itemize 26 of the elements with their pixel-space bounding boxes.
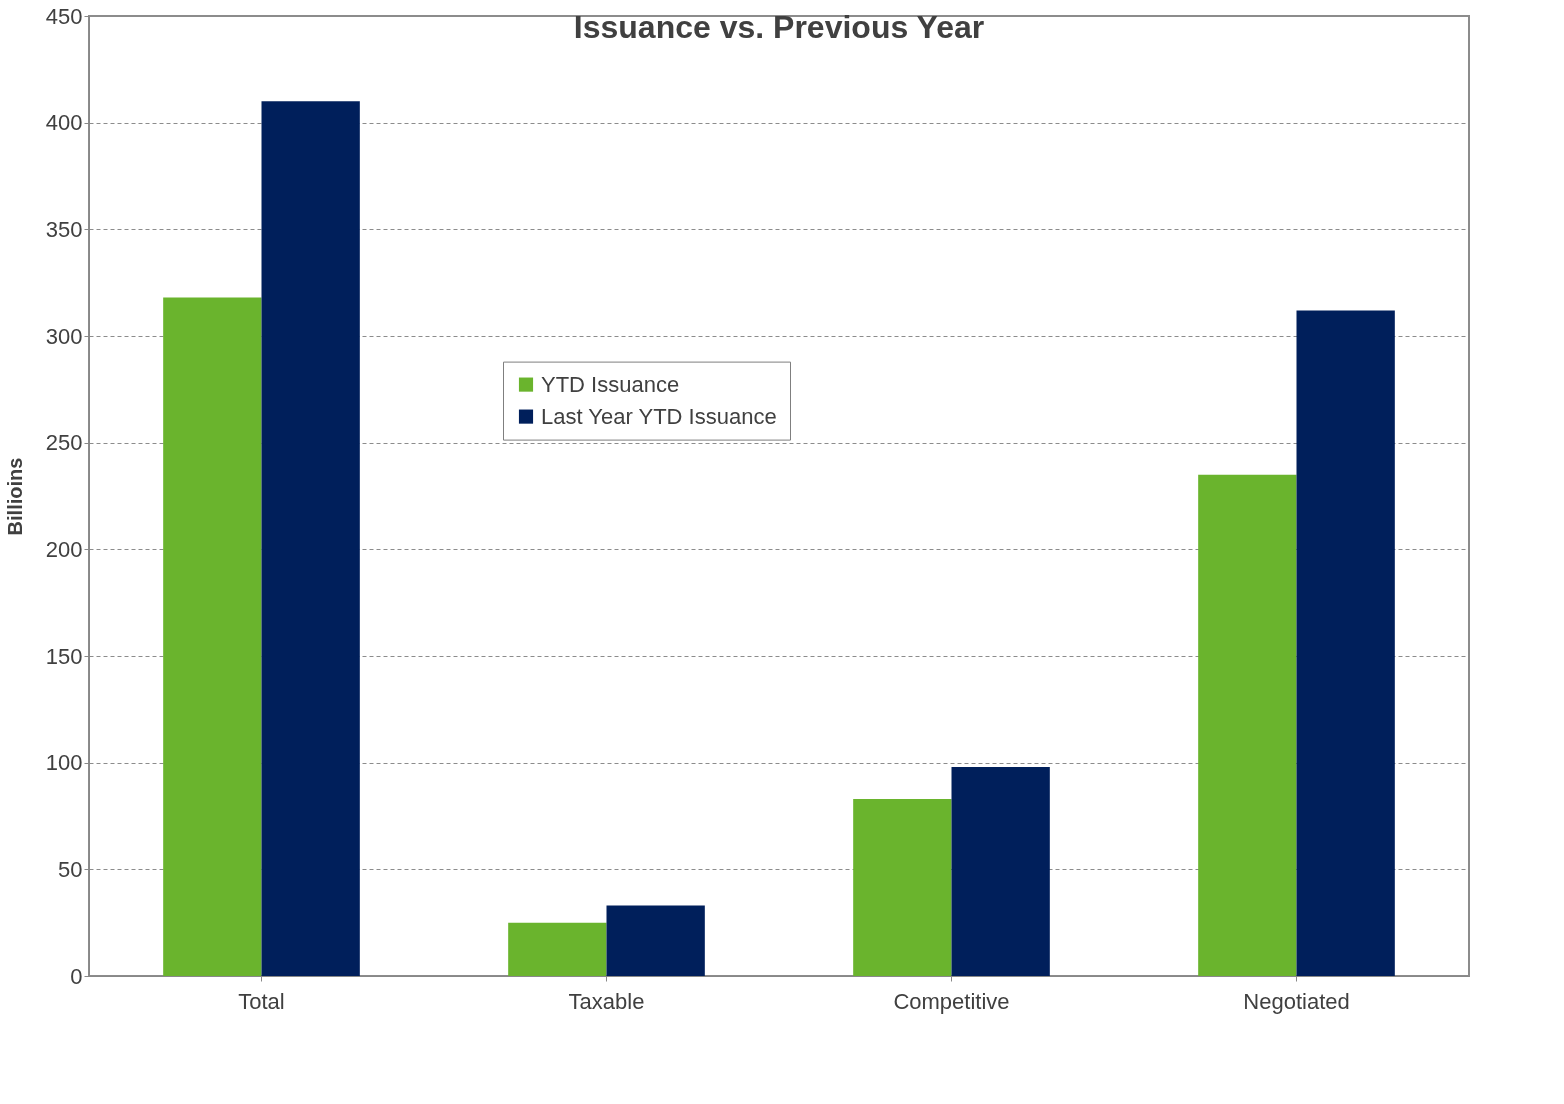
x-tick-label: Negotiated [1243,988,1350,1014]
legend-label: YTD Issuance [541,371,680,397]
bar [606,905,705,976]
bar [1296,310,1395,976]
x-tick-label: Competitive [893,988,1010,1014]
x-tick-label: Taxable [568,988,645,1014]
legend-label: Last Year YTD Issuance [541,403,777,429]
bar [261,101,360,976]
y-tick-label: 100 [45,750,83,776]
bar [163,297,262,976]
y-tick-label: 50 [58,856,83,882]
bar [853,798,952,976]
bar [1198,474,1297,976]
x-tick-label: Total [238,988,285,1014]
y-tick-label: 250 [45,430,83,456]
y-tick-label: 200 [45,536,83,562]
y-tick-label: 0 [70,963,83,989]
bar [951,766,1050,976]
y-tick-label: 350 [45,216,83,242]
y-axis-title: Billioins [3,457,26,536]
y-tick-label: 300 [45,323,83,349]
bar [508,922,607,976]
y-tick-label: 150 [45,643,83,669]
y-tick-label: 400 [45,110,83,136]
y-tick-label: 450 [45,3,83,29]
chart-title: Issuance vs. Previous Year [573,9,985,45]
